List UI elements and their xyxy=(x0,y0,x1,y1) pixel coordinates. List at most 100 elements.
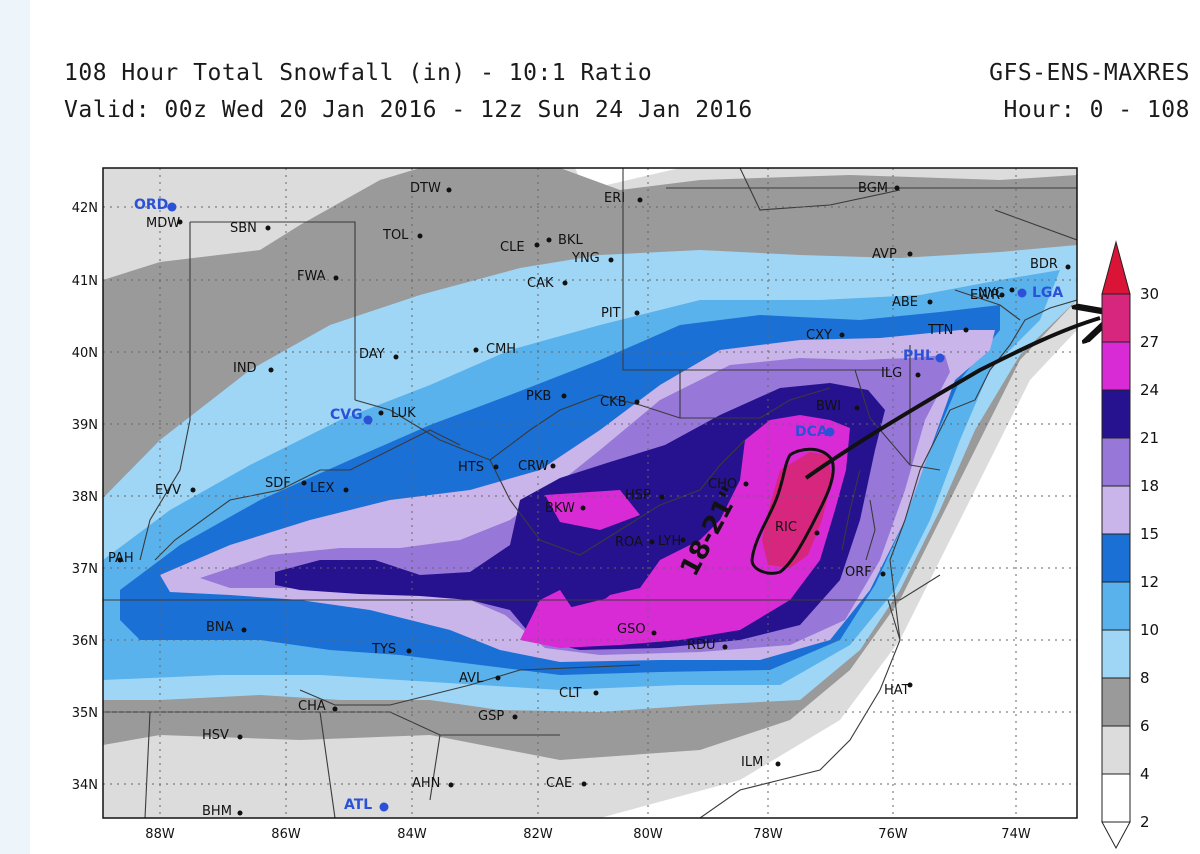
colorbar-label: 8 xyxy=(1140,669,1150,687)
city-marker xyxy=(190,487,196,493)
colorbar-segment xyxy=(1101,293,1131,343)
city-label: LUK xyxy=(391,406,416,421)
lon-label: 78W xyxy=(753,827,783,842)
city-marker xyxy=(880,571,886,577)
colorbar-segment xyxy=(1101,677,1131,727)
city-label: ILG xyxy=(881,366,902,381)
colorbar-label: 4 xyxy=(1140,765,1150,783)
colorbar-label: 30 xyxy=(1140,285,1159,303)
colorbar-label: 18 xyxy=(1140,477,1159,495)
snow-band-18-21-bkw xyxy=(545,490,640,530)
colorbar-label: 15 xyxy=(1140,525,1159,543)
city-marker xyxy=(839,332,845,338)
city-label: ILM xyxy=(741,755,763,770)
city-marker xyxy=(237,734,243,740)
city-marker xyxy=(634,310,640,316)
lat-label: 34N xyxy=(72,778,98,793)
city-label: ERI xyxy=(604,191,625,206)
city-marker xyxy=(608,257,614,263)
city-marker xyxy=(825,427,835,437)
city-marker xyxy=(927,299,933,305)
city-marker xyxy=(534,242,540,248)
city-marker xyxy=(999,292,1005,298)
state-borders xyxy=(103,168,1077,818)
lat-label: 37N xyxy=(72,562,98,577)
lon-label: 80W xyxy=(633,827,663,842)
city-label: GSO xyxy=(617,622,646,637)
forecast-hours: Hour: 0 - 108 xyxy=(1003,97,1190,123)
city-marker xyxy=(512,714,518,720)
colorbar-label: 2 xyxy=(1140,813,1150,831)
city-label: PKB xyxy=(526,389,551,404)
city-label: CRW xyxy=(518,459,549,474)
city-label: DTW xyxy=(410,181,441,196)
city-label: ORD xyxy=(134,197,168,213)
city-label: CHO xyxy=(708,477,737,492)
city-label: BKL xyxy=(558,233,583,248)
lon-label: 84W xyxy=(397,827,427,842)
lat-label: 40N xyxy=(72,346,98,361)
city-marker xyxy=(333,275,339,281)
city-marker xyxy=(562,280,568,286)
colorbar-segment xyxy=(1101,389,1131,439)
city-marker xyxy=(177,219,183,225)
city-label: ABE xyxy=(892,295,918,310)
lat-label: 35N xyxy=(72,706,98,721)
city-label: HSP xyxy=(625,488,651,503)
colorbar-segment xyxy=(1101,437,1131,487)
city-label: BHM xyxy=(202,804,232,819)
city-marker xyxy=(546,237,552,243)
city-label: AVP xyxy=(872,247,897,262)
city-label: PAH xyxy=(108,551,134,566)
city-marker xyxy=(241,627,247,633)
annotation-arrow xyxy=(804,318,1100,480)
city-marker xyxy=(680,537,686,543)
city-marker xyxy=(448,782,454,788)
longitude-labels: 88W 86W 84W 82W 80W 78W 76W 74W xyxy=(145,827,1031,842)
left-margin-strip xyxy=(0,0,30,854)
city-marker xyxy=(935,353,945,363)
city-marker xyxy=(550,463,556,469)
city-marker xyxy=(268,367,274,373)
city-label: NYC xyxy=(978,286,1004,301)
city-label: ORF xyxy=(845,565,872,580)
lat-label: 42N xyxy=(72,201,98,216)
city-marker xyxy=(634,399,640,405)
city-marker xyxy=(561,393,567,399)
city-label: TOL xyxy=(382,228,409,243)
snow-band-21-24 xyxy=(762,452,832,568)
city-marker xyxy=(406,648,412,654)
city-label: CHA xyxy=(298,699,326,714)
lon-label: 86W xyxy=(271,827,301,842)
lon-label: 74W xyxy=(1001,827,1031,842)
city-label: IND xyxy=(233,361,257,376)
city-label: HTS xyxy=(458,460,484,475)
lon-label: 76W xyxy=(878,827,908,842)
city-label: BNA xyxy=(206,620,234,635)
city-label: DCA xyxy=(795,424,828,440)
city-marker xyxy=(649,539,655,545)
colorbar-segment xyxy=(1101,725,1131,775)
city-label: DAY xyxy=(359,347,385,362)
city-marker xyxy=(301,480,307,486)
city-label: CLE xyxy=(500,240,525,255)
city-marker xyxy=(417,233,423,239)
city-label: HAT xyxy=(884,683,910,698)
map-frame xyxy=(102,167,1078,819)
city-marker xyxy=(378,410,384,416)
city-label: CAK xyxy=(527,276,554,291)
colorbar-label: 21 xyxy=(1140,429,1159,447)
city-label: LGA xyxy=(1032,285,1063,301)
city-label: LYH xyxy=(658,534,681,549)
valid-period: Valid: 00z Wed 20 Jan 2016 - 12z Sun 24 … xyxy=(64,97,753,123)
city-label: CKB xyxy=(600,395,627,410)
city-marker xyxy=(894,185,900,191)
city-label: PIT xyxy=(601,306,621,321)
city-label: CXY xyxy=(806,328,832,343)
city-label: LEX xyxy=(310,481,334,496)
colorbar-arrow-top xyxy=(1101,240,1131,295)
city-label: PHL xyxy=(903,348,934,364)
city-label: HSV xyxy=(202,728,229,743)
colorbar-label: 12 xyxy=(1140,573,1159,591)
lat-label: 38N xyxy=(72,490,98,505)
